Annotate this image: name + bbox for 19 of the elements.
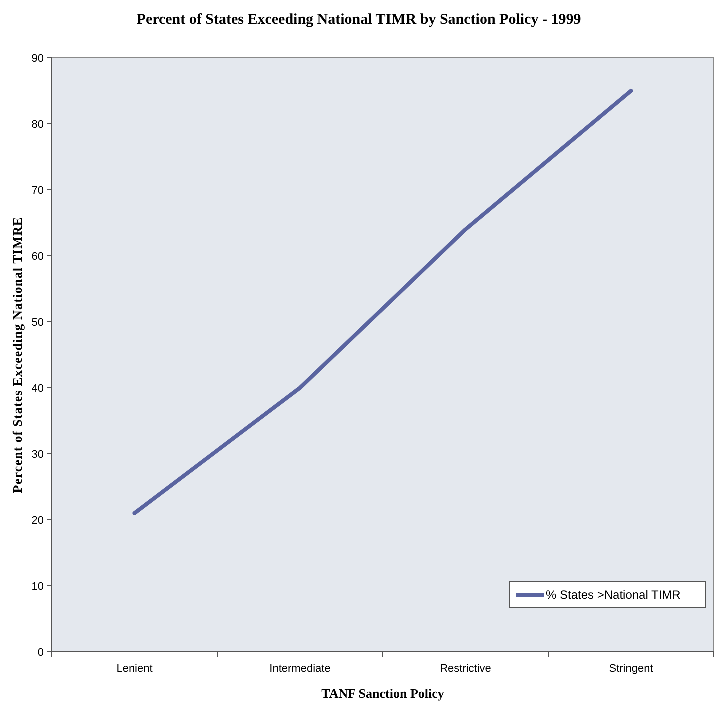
- x-tick-label: Lenient: [116, 663, 153, 675]
- y-tick-label: 60: [32, 250, 44, 263]
- y-axis-title: Percent of States Exceeding National TIMRE: [10, 216, 25, 494]
- y-tick-label: 0: [38, 646, 44, 659]
- y-tick-label: 80: [32, 118, 44, 131]
- y-tick-label: 70: [32, 184, 44, 197]
- x-axis-title: TANF Sanction Policy: [322, 686, 445, 701]
- legend-label: % States >National TIMR: [546, 588, 682, 602]
- y-tick-label: 50: [32, 316, 44, 329]
- y-tick-label: 10: [32, 580, 44, 593]
- y-tick-label: 30: [32, 448, 44, 461]
- x-tick-label: Intermediate: [270, 663, 331, 675]
- line-series: [132, 89, 634, 516]
- y-tick-label: 40: [32, 382, 44, 395]
- chart-title: Percent of States Exceeding National TIMR by Sanction Policy - 1999: [136, 12, 582, 28]
- y-tick-label: 20: [32, 514, 44, 527]
- y-tick-label: 90: [32, 52, 44, 65]
- x-tick-label: Restrictive: [440, 663, 492, 675]
- x-tick-label: Stringent: [609, 663, 654, 675]
